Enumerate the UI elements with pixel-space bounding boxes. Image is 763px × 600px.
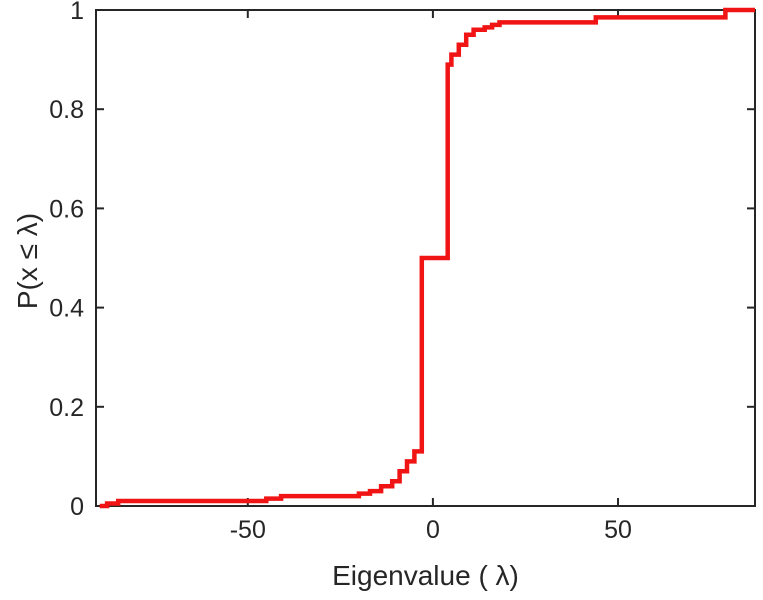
- x-tick-label: 0: [426, 516, 440, 544]
- y-tick-label: 0.8: [49, 96, 84, 124]
- y-tick-label: 0.6: [49, 195, 84, 223]
- y-tick-label: 0.4: [49, 295, 84, 323]
- y-axis-label: P(x ≤ λ): [12, 212, 43, 310]
- x-axis-label: Eigenvalue ( λ): [332, 560, 519, 591]
- y-tick-label: 1: [70, 0, 84, 25]
- ecdf-step-line: [99, 7, 755, 509]
- axes-box: [95, 9, 756, 507]
- y-tick-label: 0: [70, 493, 84, 521]
- y-tick-label: 0.2: [49, 394, 84, 422]
- x-tick-label: 50: [604, 516, 632, 544]
- x-tick-label: -50: [230, 516, 266, 544]
